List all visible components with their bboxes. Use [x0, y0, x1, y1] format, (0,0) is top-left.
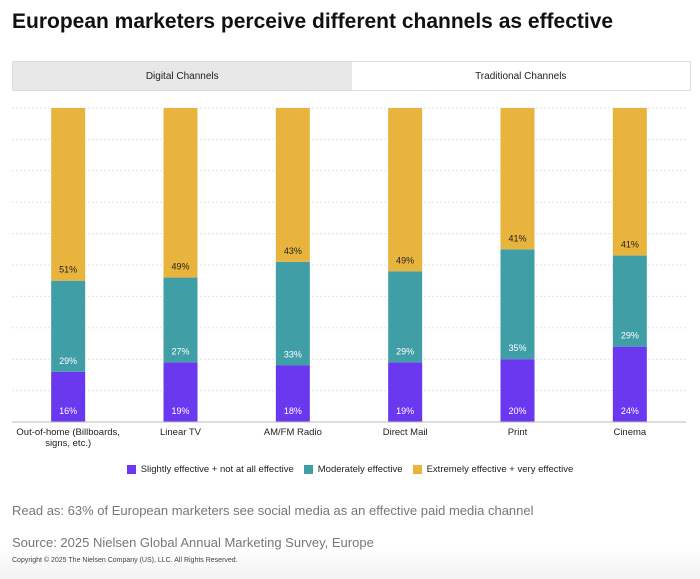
data-label: 20%: [508, 406, 526, 416]
x-tick-label: Linear TV: [160, 427, 202, 438]
bar-segment: [275, 365, 310, 422]
tab-traditional-channels[interactable]: Traditional Channels: [351, 62, 690, 90]
bar-segment: [163, 108, 198, 278]
data-label: 27%: [171, 346, 189, 356]
legend-label-extremely: Extremely effective + very effective: [426, 464, 574, 475]
bar-segment: [500, 108, 535, 250]
x-tick-label: Cinema: [613, 427, 646, 438]
bar-segment: [500, 359, 535, 422]
chart-legend: Slightly effective + not at all effectiv…: [0, 464, 700, 475]
bar-segment: [51, 280, 86, 372]
data-label: 18%: [284, 406, 302, 416]
x-tick-label: Direct Mail: [383, 427, 428, 438]
bar-segment: [51, 371, 86, 422]
bar-segment: [275, 108, 310, 262]
data-label: 24%: [621, 406, 639, 416]
footer-band: [0, 548, 700, 579]
bar-segment: [388, 271, 423, 363]
legend-label-moderately: Moderately effective: [317, 464, 403, 475]
tab-digital-channels[interactable]: Digital Channels: [13, 62, 352, 90]
x-tick-label: AM/FM Radio: [264, 427, 322, 438]
bar-segment: [163, 277, 198, 363]
data-label: 29%: [396, 346, 414, 356]
bar-segment: [612, 346, 647, 422]
legend-swatch-slightly: [126, 465, 136, 474]
bar-segment: [51, 108, 86, 281]
legend-swatch-extremely: [412, 465, 422, 474]
x-tick-label: Print: [508, 427, 528, 438]
legend-swatch-moderately: [303, 465, 313, 474]
data-label: 41%: [508, 233, 526, 243]
legend-item-extremely[interactable]: Extremely effective + very effective: [412, 464, 574, 475]
data-label: 19%: [171, 406, 189, 416]
copyright-note: Copyright © 2025 The Nielsen Company (US…: [12, 557, 238, 564]
x-tick-label: signs, etc.): [45, 438, 91, 449]
data-label: 41%: [621, 240, 639, 250]
bar-segment: [612, 108, 647, 256]
channel-tabs: Digital Channels Traditional Channels: [12, 61, 691, 91]
data-label: 29%: [59, 356, 77, 366]
source-note: Source: 2025 Nielsen Global Annual Marke…: [12, 535, 374, 550]
legend-item-slightly[interactable]: Slightly effective + not at all effectiv…: [126, 464, 294, 475]
data-label: 35%: [508, 343, 526, 353]
bar-segment: [612, 255, 647, 347]
data-label: 51%: [59, 265, 77, 275]
legend-label-slightly: Slightly effective + not at all effectiv…: [140, 464, 294, 475]
chart-title: European marketers perceive different ch…: [12, 10, 614, 33]
read-as-note: Read as: 63% of European marketers see s…: [12, 503, 534, 518]
data-label: 49%: [171, 262, 189, 272]
data-label: 29%: [621, 331, 639, 341]
bar-segment: [163, 362, 198, 422]
bar-segment: [500, 249, 535, 360]
data-label: 49%: [396, 255, 414, 265]
bar-segment: [275, 261, 310, 366]
stacked-bar-chart: 16% 29% 51% Out-of-home (Billboards,signs, …: [12, 107, 686, 449]
legend-item-moderately[interactable]: Moderately effective: [303, 464, 403, 475]
data-label: 19%: [396, 406, 414, 416]
x-tick-label: Out-of-home (Billboards,: [16, 427, 119, 438]
bar-segment: [388, 108, 423, 272]
bar-segment: [388, 362, 423, 422]
data-label: 16%: [59, 406, 77, 416]
data-label: 33%: [284, 349, 302, 359]
data-label: 43%: [284, 246, 302, 256]
